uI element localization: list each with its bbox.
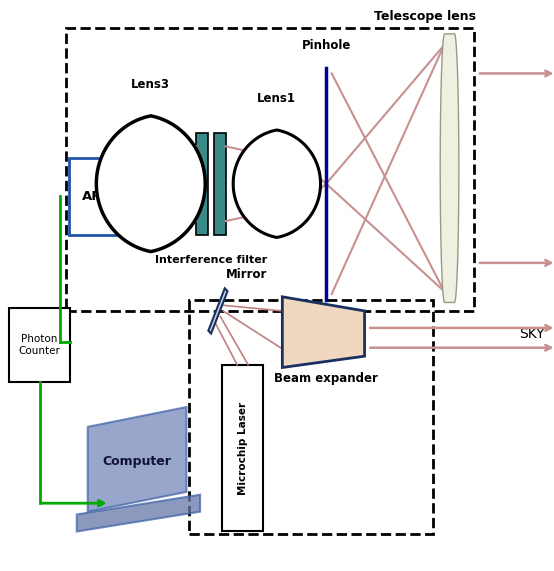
Text: Interference filter: Interference filter	[155, 255, 267, 265]
Polygon shape	[77, 494, 200, 532]
Bar	[196, 133, 208, 235]
Text: Lens1: Lens1	[258, 93, 296, 106]
Polygon shape	[208, 288, 228, 333]
Polygon shape	[283, 297, 365, 368]
Text: Microchip Laser: Microchip Laser	[238, 401, 248, 494]
Bar	[9, 308, 70, 381]
Bar	[189, 300, 433, 534]
Text: Mirror: Mirror	[226, 268, 268, 281]
Polygon shape	[233, 130, 321, 238]
Text: Pinhole: Pinhole	[301, 39, 351, 52]
Text: Telescope lens: Telescope lens	[374, 10, 476, 23]
Bar	[66, 28, 474, 311]
Polygon shape	[440, 34, 459, 303]
Bar	[214, 133, 226, 235]
Text: Lens3: Lens3	[131, 78, 170, 91]
Text: Beam expander: Beam expander	[274, 372, 378, 385]
Polygon shape	[88, 407, 186, 512]
Text: SKY: SKY	[519, 327, 545, 340]
Text: Photon
Counter: Photon Counter	[19, 334, 60, 356]
Text: Computer: Computer	[102, 456, 172, 468]
Text: APD: APD	[82, 190, 113, 203]
Polygon shape	[96, 116, 205, 252]
Bar	[222, 365, 263, 532]
Bar	[69, 158, 126, 235]
